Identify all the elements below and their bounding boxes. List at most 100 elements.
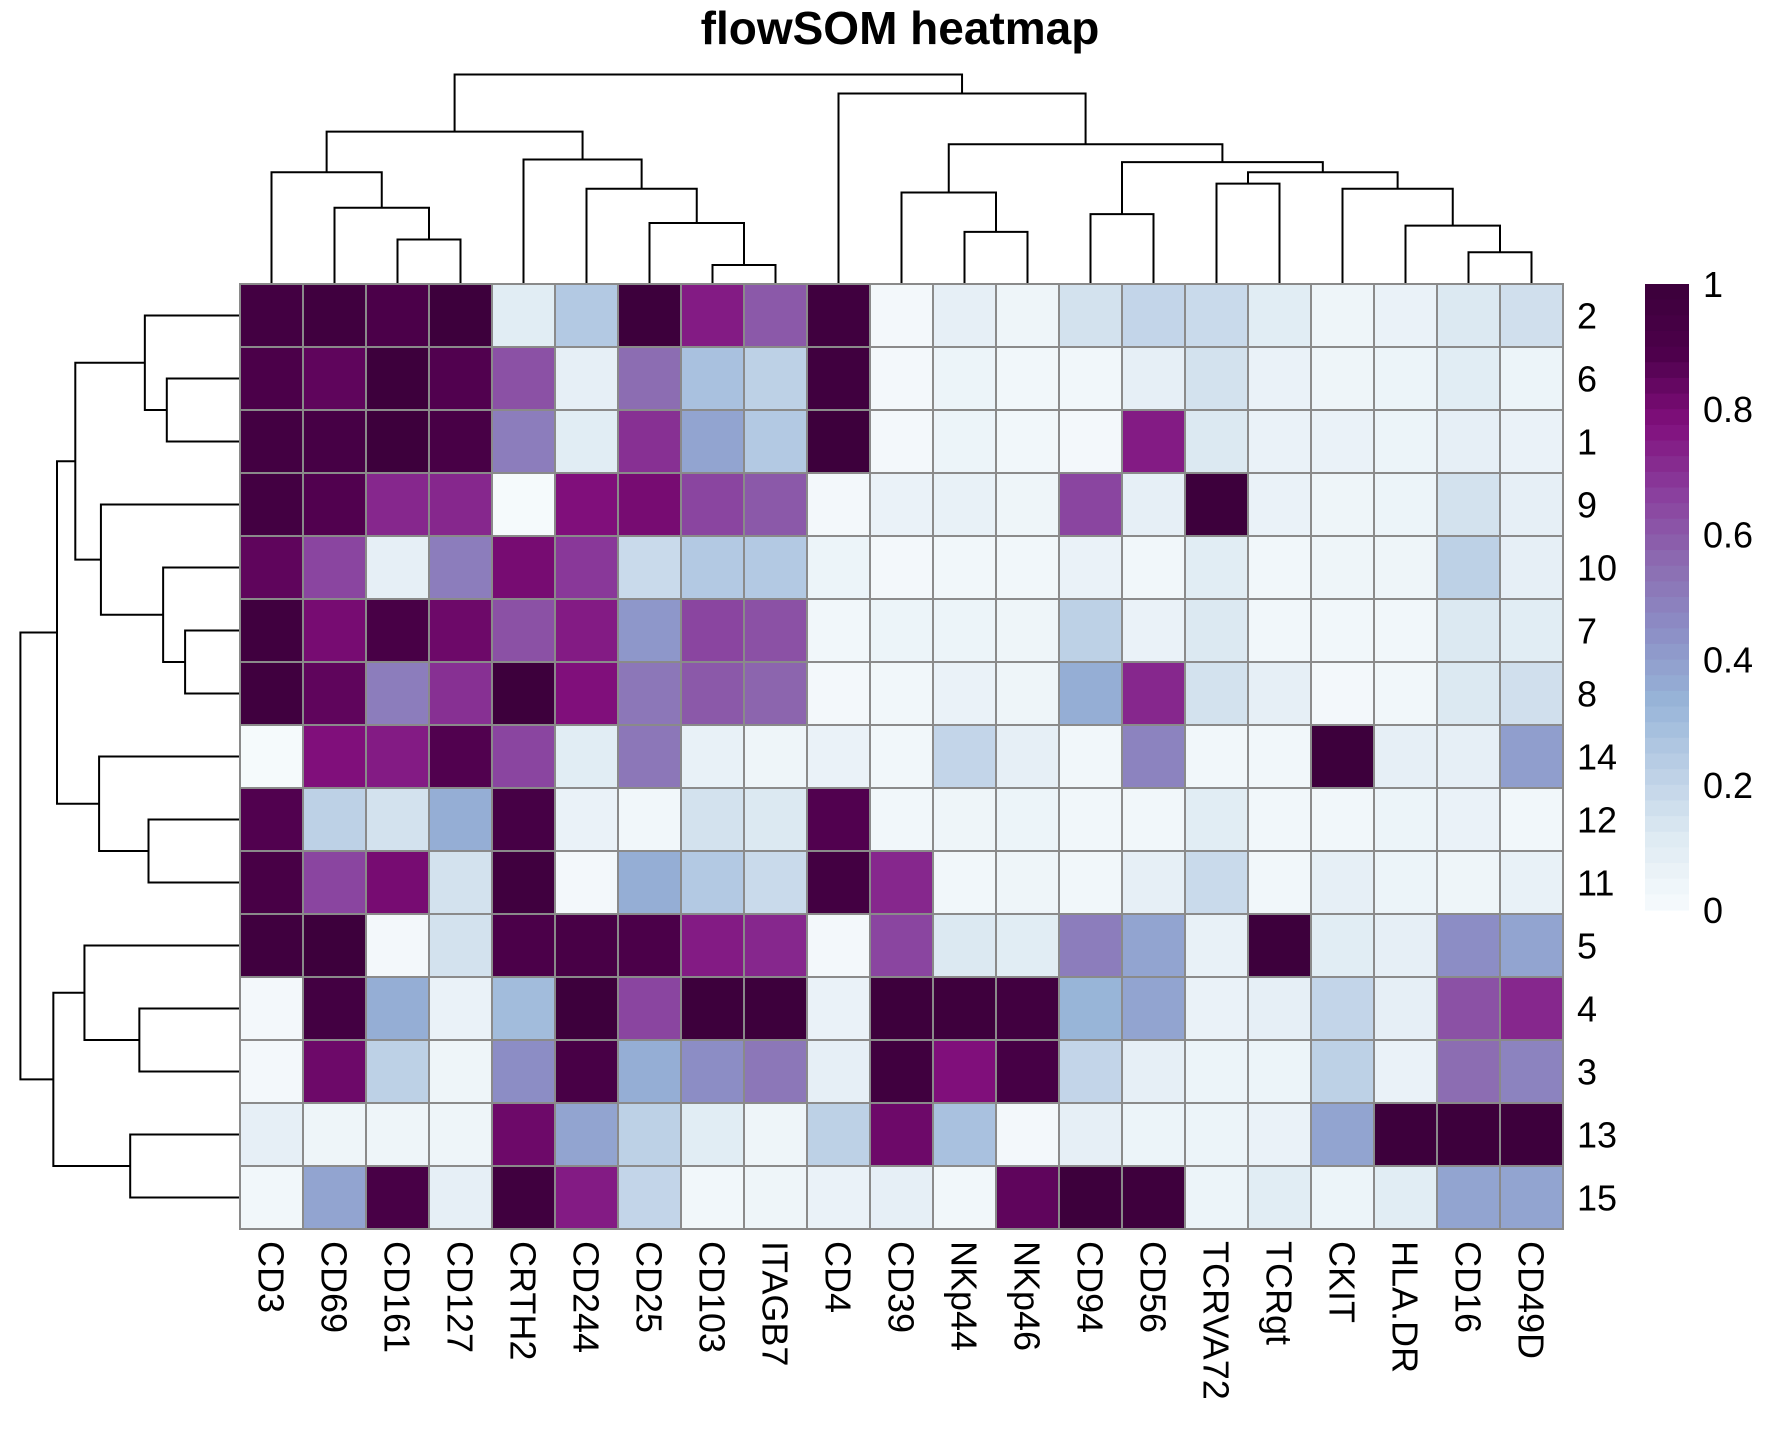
- heatmap-cell: [1436, 850, 1501, 915]
- column-label: CD127: [440, 1241, 481, 1353]
- row-label: 15: [1577, 1178, 1617, 1219]
- heatmap-cell: [491, 535, 556, 600]
- heatmap-cell: [932, 1165, 997, 1230]
- heatmap-cell: [932, 787, 997, 852]
- heatmap-cell: [1184, 787, 1249, 852]
- heatmap-cell: [1184, 850, 1249, 915]
- heatmap-cell: [1247, 1102, 1312, 1167]
- heatmap-cell: [806, 598, 871, 663]
- legend-swatch: [1645, 518, 1689, 535]
- heatmap-cell: [1247, 472, 1312, 537]
- heatmap-cell: [1436, 724, 1501, 789]
- heatmap-cell: [1310, 787, 1375, 852]
- heatmap-cell: [554, 913, 619, 978]
- row-label: 1: [1577, 422, 1597, 463]
- column-dendrogram: [270, 73, 1533, 284]
- heatmap-cell: [743, 283, 808, 348]
- heatmap-cell: [1058, 661, 1123, 726]
- heatmap-cell: [932, 346, 997, 411]
- heatmap-cell: [617, 472, 682, 537]
- heatmap-cell: [365, 409, 430, 474]
- heatmap-cell: [995, 472, 1060, 537]
- heatmap-cell: [995, 787, 1060, 852]
- heatmap-cell: [1121, 661, 1186, 726]
- heatmap-cell: [491, 1102, 556, 1167]
- heatmap-cell: [743, 472, 808, 537]
- heatmap-cells: [239, 283, 1564, 1230]
- heatmap-cell: [491, 661, 556, 726]
- heatmap-cell: [932, 724, 997, 789]
- column-labels: CD3 CD69 CD161 CD127 CRTH2 CD244 CD25 CD103 ITAG…: [251, 1241, 1552, 1400]
- heatmap-cell: [1499, 850, 1564, 915]
- heatmap-cell: [302, 346, 367, 411]
- row-label: 6: [1577, 359, 1597, 400]
- heatmap-cell: [869, 283, 934, 348]
- heatmap-cell: [239, 1039, 304, 1104]
- dendrogram-branch: [147, 818, 240, 884]
- color-legend: 0 0.2 0.4 0.6 0.8 1: [1645, 264, 1753, 931]
- heatmap-cell: [869, 1102, 934, 1167]
- legend-swatch: [1645, 737, 1689, 755]
- dendrogram-branch: [1121, 161, 1324, 215]
- heatmap-cell: [1184, 1165, 1249, 1230]
- legend-tick-label: 0.4: [1703, 640, 1753, 681]
- heatmap-cell: [995, 346, 1060, 411]
- heatmap-cell: [1184, 1102, 1249, 1167]
- heatmap-cell: [428, 598, 493, 663]
- heatmap-cell: [1247, 598, 1312, 663]
- heatmap-cell: [680, 1102, 745, 1167]
- column-label: CD16: [1448, 1241, 1489, 1333]
- heatmap-cell: [302, 661, 367, 726]
- heatmap-cell: [995, 535, 1060, 600]
- heatmap-cell: [1058, 1039, 1123, 1104]
- legend-swatch: [1645, 424, 1689, 442]
- heatmap-cell: [1121, 1039, 1186, 1104]
- heatmap-cell: [806, 283, 871, 348]
- dendrogram-branch: [1341, 187, 1454, 284]
- heatmap-cell: [1499, 283, 1564, 348]
- heatmap-cell: [491, 913, 556, 978]
- heatmap-cell: [743, 346, 808, 411]
- legend-swatch: [1645, 377, 1689, 395]
- heatmap-cell: [1499, 976, 1564, 1041]
- heatmap-cell: [743, 724, 808, 789]
- column-label: CD49D: [1511, 1241, 1552, 1359]
- heatmap-cell: [995, 850, 1060, 915]
- heatmap-cell: [995, 724, 1060, 789]
- column-label: CD39: [881, 1241, 922, 1333]
- heatmap-cell: [617, 598, 682, 663]
- legend-swatch: [1645, 784, 1689, 802]
- legend-swatch: [1645, 769, 1689, 786]
- heatmap-cell: [932, 913, 997, 978]
- row-label: 14: [1577, 737, 1617, 778]
- heatmap-cell: [806, 535, 871, 600]
- heatmap-cell: [932, 598, 997, 663]
- heatmap-cell: [1436, 598, 1501, 663]
- heatmap-cell: [617, 409, 682, 474]
- heatmap-cell: [1058, 409, 1123, 474]
- heatmap-cell: [1373, 535, 1438, 600]
- heatmap-cell: [1373, 913, 1438, 978]
- heatmap-cell: [869, 724, 934, 789]
- heatmap-cell: [1247, 535, 1312, 600]
- heatmap-cell: [1247, 724, 1312, 789]
- heatmap-cell: [491, 787, 556, 852]
- heatmap-cell: [365, 661, 430, 726]
- heatmap-cell: [491, 598, 556, 663]
- heatmap-cell: [365, 850, 430, 915]
- heatmap-cell: [1247, 346, 1312, 411]
- heatmap-cell: [806, 661, 871, 726]
- row-label: 10: [1577, 548, 1617, 589]
- heatmap-cell: [743, 598, 808, 663]
- heatmap-cell: [1310, 850, 1375, 915]
- heatmap-cell: [239, 850, 304, 915]
- heatmap-cell: [302, 976, 367, 1041]
- heatmap-cell: [1121, 535, 1186, 600]
- heatmap-cell: [1247, 1039, 1312, 1104]
- heatmap-cell: [554, 787, 619, 852]
- heatmap-cell: [680, 1165, 745, 1230]
- heatmap-cell: [239, 409, 304, 474]
- heatmap-cell: [491, 472, 556, 537]
- heatmap-cell: [1310, 283, 1375, 348]
- heatmap-cell: [1436, 661, 1501, 726]
